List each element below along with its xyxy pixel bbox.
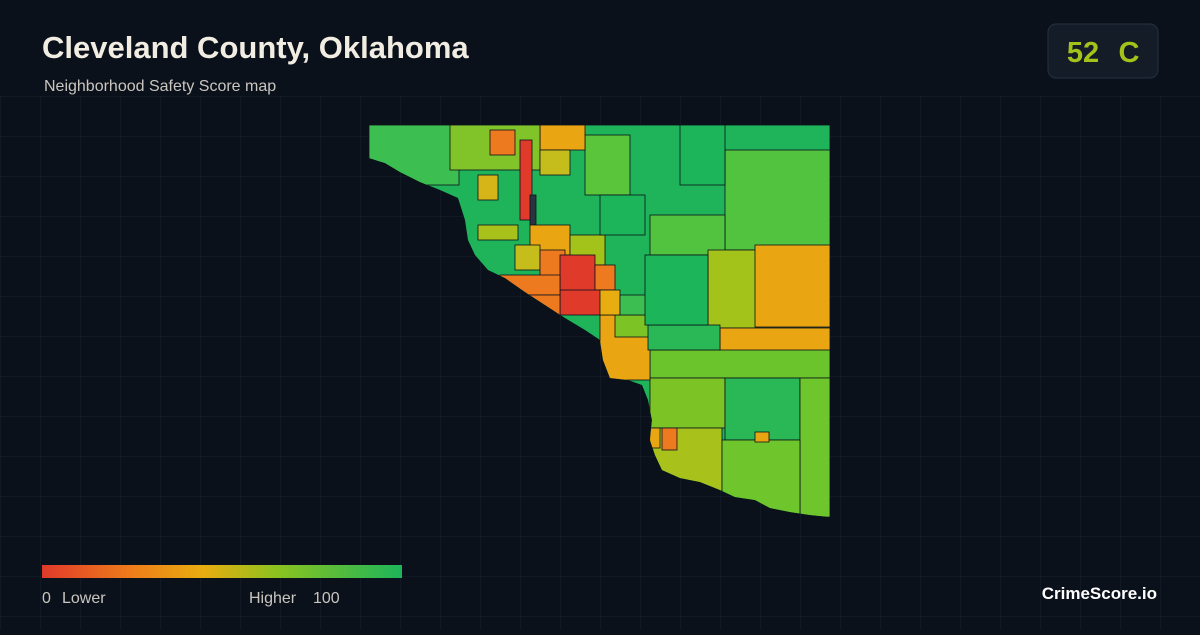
- map-region: [649, 349, 830, 379]
- map-region: [489, 129, 516, 156]
- map-region: [647, 324, 721, 351]
- map-region: [619, 294, 649, 316]
- score-badge: [1047, 23, 1159, 79]
- subtitle: Neighborhood Safety Score map: [44, 78, 276, 95]
- map-region: [644, 254, 709, 326]
- brand: CrimeScore.io: [1042, 584, 1157, 603]
- legend-scale: [42, 565, 402, 578]
- title: Cleveland County, Oklahoma: [42, 30, 469, 65]
- legend-max-label: Higher: [249, 590, 297, 607]
- map-region: [477, 174, 499, 201]
- map-region: [724, 149, 830, 251]
- map-region: [584, 134, 631, 196]
- map-region: [599, 289, 621, 316]
- map-region: [539, 125, 586, 151]
- map-region: [679, 125, 726, 186]
- map-region: [514, 244, 541, 271]
- map-region: [754, 244, 830, 328]
- legend-max: 100: [313, 590, 340, 607]
- map-region: [519, 139, 533, 221]
- map-region: [799, 377, 830, 517]
- map-region: [594, 264, 616, 291]
- map-region: [477, 224, 519, 241]
- map-region: [599, 194, 646, 236]
- map-region: [649, 377, 726, 429]
- map-region: [559, 254, 596, 296]
- map-region: [539, 149, 571, 176]
- map-region: [754, 431, 770, 443]
- map-region: [529, 194, 537, 226]
- legend-min-label: Lower: [62, 590, 106, 607]
- map-region: [559, 289, 606, 316]
- map-region: [719, 327, 830, 354]
- score: 52: [1067, 37, 1099, 69]
- map-region: [661, 427, 678, 451]
- legend-min: 0: [42, 590, 51, 607]
- map-region: [724, 377, 801, 441]
- map-region: [649, 214, 726, 256]
- grade: C: [1119, 37, 1140, 69]
